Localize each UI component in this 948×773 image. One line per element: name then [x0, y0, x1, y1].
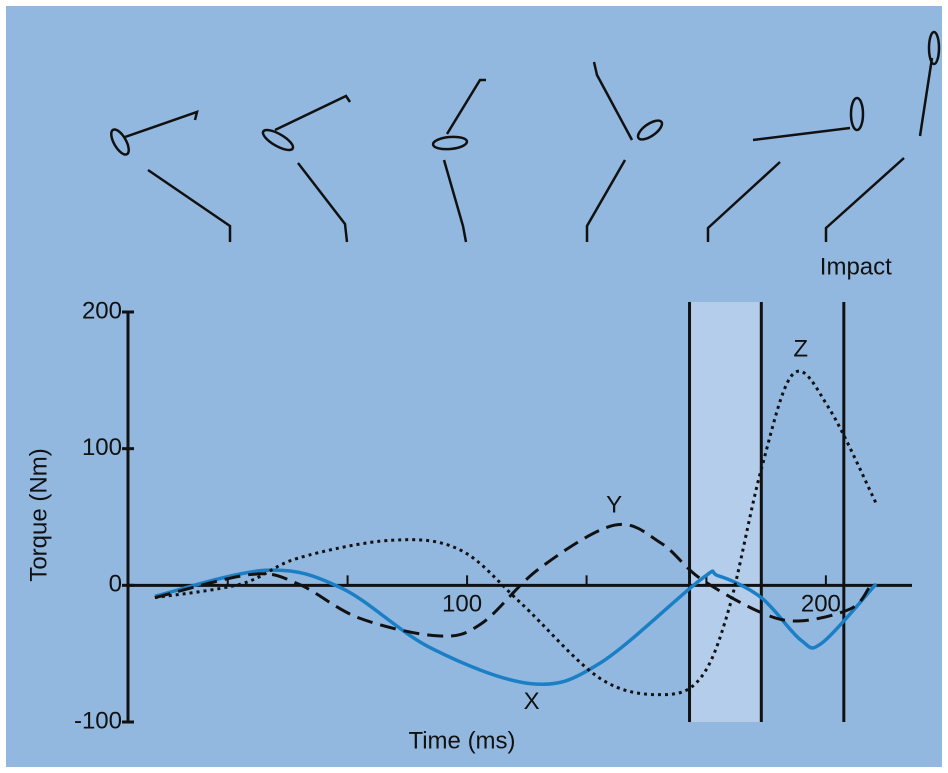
background — [6, 6, 942, 767]
y-axis-label: Torque (Nm) — [25, 448, 52, 581]
swing-figures — [110, 30, 941, 243]
annotation: Impact — [820, 253, 892, 280]
series-label: X — [524, 688, 540, 715]
y-tick-label: -100 — [74, 707, 122, 734]
x-tick-label: 200 — [801, 591, 841, 618]
series-line — [154, 568, 878, 687]
y-tick-label: 100 — [82, 434, 122, 461]
x-tick-label: 100 — [442, 591, 482, 618]
y-tick-label: 0 — [109, 571, 122, 598]
x-axis-label: Time (ms) — [408, 727, 515, 754]
plot-area: Impact -100 0 100 200 100 200 X Y Z — [74, 253, 912, 734]
series-line — [154, 522, 871, 638]
series-line — [154, 369, 878, 697]
y-tick-label: 200 — [82, 297, 122, 324]
series-label: Z — [793, 336, 808, 363]
shaded-region — [689, 302, 762, 722]
series-label: Y — [606, 491, 622, 518]
